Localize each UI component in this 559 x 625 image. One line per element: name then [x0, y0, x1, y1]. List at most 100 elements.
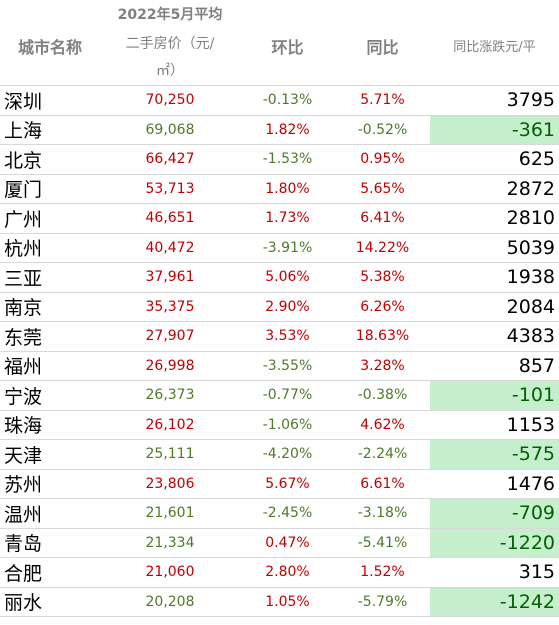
change-cell: -101 — [430, 381, 559, 410]
price-cell: 21,060 — [145, 564, 195, 581]
mom-cell: 1.82% — [265, 121, 310, 138]
mom-cell: -3.91% — [262, 239, 313, 256]
change-cell: 4383 — [506, 325, 555, 348]
yoy-cell: -5.41% — [357, 534, 408, 551]
table-row: 深圳 70,250 -0.13% 5.71% 3795 — [0, 86, 559, 116]
mom-cell: -0.13% — [262, 92, 313, 109]
mom-cell: -2.45% — [262, 505, 313, 522]
table-row: 福州 26,998 -3.55% 3.28% 857 — [0, 352, 559, 381]
change-cell: 2872 — [506, 177, 555, 200]
header-price-line2: 二手房价（元/ — [125, 36, 215, 52]
yoy-cell: 14.22% — [355, 239, 410, 256]
change-cell: 2084 — [506, 295, 555, 318]
city-cell: 北京 — [4, 149, 43, 172]
city-cell: 三亚 — [4, 267, 43, 290]
mom-cell: 5.06% — [265, 269, 310, 286]
price-cell: 66,427 — [145, 151, 195, 168]
yoy-cell: 5.65% — [360, 180, 405, 197]
table-row: 上海 69,068 1.82% -0.52% -361 — [0, 115, 559, 145]
table-body: 深圳 70,250 -0.13% 5.71% 3795 上海 69,068 1.82% -0.5… — [0, 86, 559, 617]
yoy-cell: -0.52% — [357, 121, 408, 138]
table-row: 广州 46,651 1.73% 6.41% 2810 — [0, 204, 559, 234]
mom-cell: -4.20% — [262, 446, 313, 463]
yoy-cell: 3.28% — [360, 357, 405, 374]
mom-cell: 2.80% — [265, 564, 310, 581]
price-cell: 23,806 — [145, 475, 195, 492]
city-cell: 合肥 — [4, 562, 43, 585]
change-cell: 1476 — [506, 472, 555, 495]
table-row: 宁波 26,373 -0.77% -0.38% -101 — [0, 381, 559, 411]
city-cell: 东莞 — [4, 326, 43, 349]
price-cell: 37,961 — [145, 269, 195, 286]
table-row: 杭州 40,472 -3.91% 14.22% 5039 — [0, 234, 559, 263]
mom-cell: 3.53% — [265, 328, 310, 345]
table-row: 丽水 20,208 1.05% -5.79% -1242 — [0, 587, 559, 617]
city-cell: 丽水 — [4, 592, 43, 615]
yoy-cell: 18.63% — [355, 328, 410, 345]
price-cell: 21,334 — [145, 534, 195, 551]
city-cell: 珠海 — [4, 415, 43, 438]
yoy-cell: 6.41% — [360, 210, 405, 227]
price-cell: 25,111 — [145, 446, 195, 463]
yoy-cell: 4.62% — [360, 416, 405, 433]
change-cell: -361 — [430, 115, 559, 144]
yoy-cell: 5.71% — [360, 92, 405, 109]
change-cell: 1153 — [506, 413, 555, 436]
yoy-cell: -0.38% — [357, 387, 408, 404]
table-row: 厦门 53,713 1.80% 5.65% 2872 — [0, 175, 559, 204]
mom-cell: -3.55% — [262, 357, 313, 374]
mom-cell: 0.47% — [265, 534, 310, 551]
header-price-line3: ㎡） — [156, 63, 184, 79]
city-cell: 厦门 — [4, 179, 43, 202]
table-row: 合肥 21,060 2.80% 1.52% 315 — [0, 558, 559, 588]
header-yoy: 同比 — [366, 38, 399, 57]
yoy-cell: 5.38% — [360, 269, 405, 286]
price-cell: 70,250 — [145, 92, 195, 109]
table-row: 天津 25,111 -4.20% -2.24% -575 — [0, 440, 559, 470]
change-cell: 625 — [518, 148, 555, 171]
header-city: 城市名称 — [17, 38, 82, 57]
city-cell: 上海 — [4, 120, 43, 143]
yoy-cell: -5.79% — [357, 593, 408, 610]
price-cell: 46,651 — [145, 210, 195, 227]
mom-cell: -1.53% — [262, 151, 313, 168]
change-cell: -1242 — [430, 587, 559, 616]
price-cell: 20,208 — [145, 593, 195, 610]
change-cell: 857 — [518, 354, 555, 377]
price-cell: 26,102 — [145, 416, 195, 433]
table-row: 三亚 37,961 5.06% 5.38% 1938 — [0, 263, 559, 293]
change-cell: -575 — [430, 440, 559, 469]
table-row: 青岛 21,334 0.47% -5.41% -1220 — [0, 528, 559, 558]
city-cell: 福州 — [4, 356, 43, 379]
change-cell: 3795 — [506, 89, 555, 112]
price-cell: 69,068 — [145, 121, 195, 138]
mom-cell: 1.05% — [265, 593, 310, 610]
yoy-cell: -2.24% — [357, 446, 408, 463]
mom-cell: -0.77% — [262, 387, 313, 404]
city-cell: 南京 — [4, 297, 43, 320]
city-cell: 温州 — [4, 503, 43, 526]
table-row: 南京 35,375 2.90% 6.26% 2084 — [0, 293, 559, 322]
table-row: 温州 21,601 -2.45% -3.18% -709 — [0, 499, 559, 529]
city-cell: 广州 — [4, 208, 43, 231]
yoy-cell: 6.26% — [360, 298, 405, 315]
table-row: 苏州 23,806 5.67% 6.61% 1476 — [0, 470, 559, 499]
table-row: 北京 66,427 -1.53% 0.95% 625 — [0, 145, 559, 175]
change-cell: 315 — [518, 561, 555, 584]
price-cell: 26,373 — [145, 387, 195, 404]
city-cell: 青岛 — [4, 533, 43, 556]
change-cell: -1220 — [430, 528, 559, 557]
table-header: 城市名称 2022年5月平均 二手房价（元/ ㎡） 环比 同比 同比涨跌元/平 — [0, 0, 559, 86]
yoy-cell: -3.18% — [357, 505, 408, 522]
price-cell: 21,601 — [145, 505, 195, 522]
header-mom: 环比 — [271, 38, 304, 57]
price-cell: 26,998 — [145, 357, 195, 374]
price-cell: 53,713 — [145, 180, 195, 197]
change-cell: 1938 — [506, 266, 555, 289]
price-cell: 35,375 — [145, 298, 195, 315]
yoy-cell: 0.95% — [360, 151, 405, 168]
table-row: 东莞 27,907 3.53% 18.63% 4383 — [0, 322, 559, 352]
header-change: 同比涨跌元/平 — [453, 40, 536, 55]
city-cell: 天津 — [4, 444, 43, 467]
